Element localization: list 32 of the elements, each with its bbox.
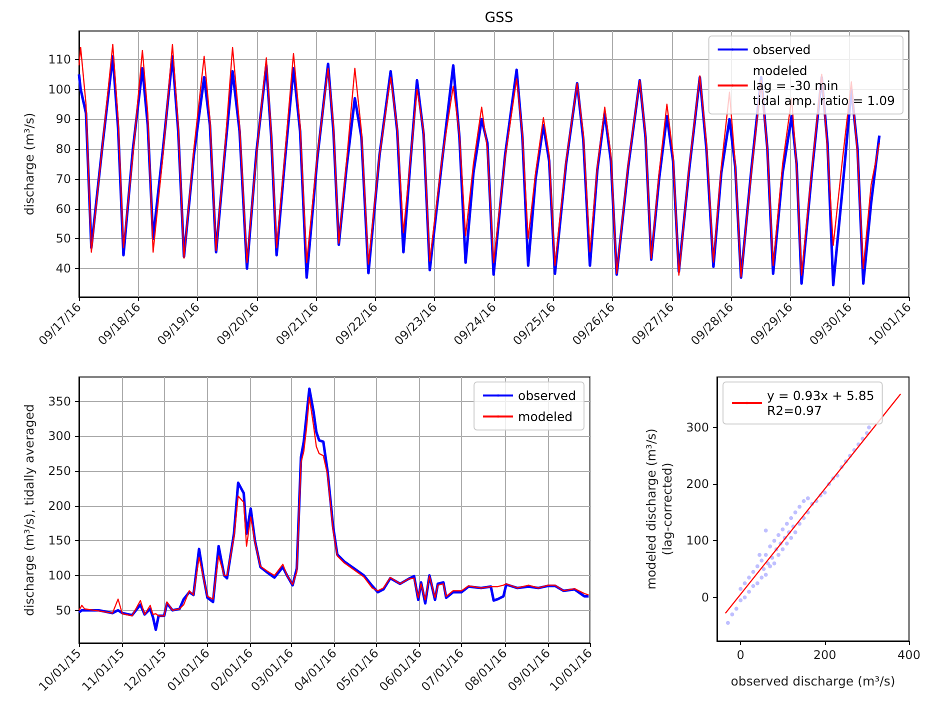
y-tick-label: 70 — [56, 172, 71, 186]
legend-label: observed — [752, 42, 811, 57]
legend-label: modeled — [518, 409, 573, 424]
y-tick-label: 60 — [56, 202, 71, 216]
chart-title: GSS — [484, 10, 514, 26]
y-tick-label: 80 — [56, 142, 71, 156]
y-tick-label: 350 — [48, 394, 71, 408]
x-axis-title: observed discharge (m³/s) — [730, 674, 896, 688]
y-axis-title: discharge (m³/s) — [22, 112, 37, 216]
legend-label: modeled lag = -30 min tidal amp. ratio = 1.09 — [752, 63, 896, 108]
x-tick-label: 400 — [898, 648, 920, 662]
y-tick-label: 200 — [48, 498, 71, 513]
y-tick-label: 110 — [48, 52, 71, 66]
y-tick-label: 100 — [48, 568, 71, 582]
y-axis-title: modeled discharge (m³/s) (lag-corrected) — [644, 428, 675, 590]
y-tick-label: 50 — [56, 232, 71, 246]
y-tick-label: 250 — [48, 464, 71, 478]
legend-label: observed — [518, 388, 576, 403]
y-tick-label: 200 — [686, 477, 709, 492]
legend-label: y = 0.93x + 5.85 R2=0.97 — [767, 388, 874, 418]
y-tick-label: 150 — [48, 534, 71, 548]
y-tick-label: 100 — [48, 82, 71, 96]
y-tick-label: 50 — [56, 603, 71, 618]
y-axis-title: discharge (m³/s), tidally averaged — [22, 404, 37, 616]
x-tick-label: 200 — [813, 648, 836, 662]
y-tick-label: 300 — [686, 420, 709, 434]
y-tick-label: 0 — [701, 590, 709, 604]
y-tick-label: 40 — [56, 262, 71, 276]
y-tick-label: 300 — [48, 429, 71, 444]
y-tick-label: 100 — [686, 534, 709, 548]
y-tick-label: 90 — [56, 112, 71, 126]
x-tick-label: 0 — [736, 648, 744, 662]
